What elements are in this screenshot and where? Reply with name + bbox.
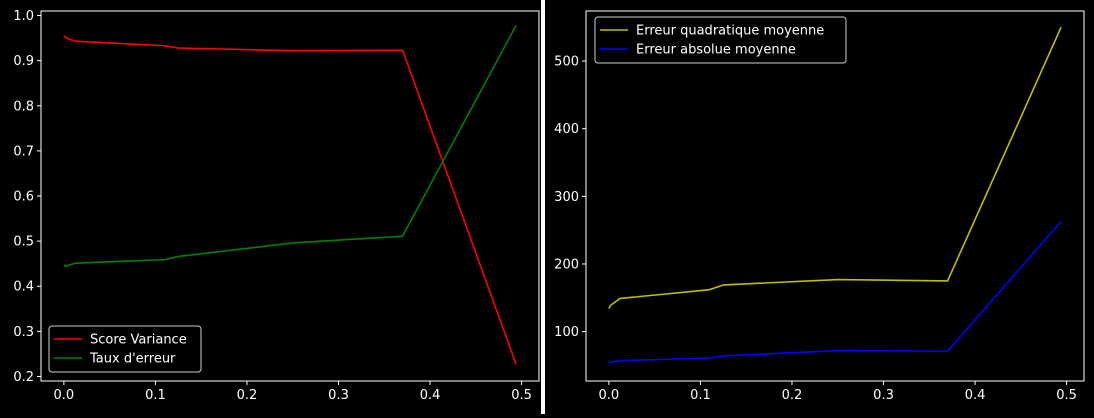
y-tick-label: 200 — [554, 257, 579, 272]
y-tick-label: 0.6 — [13, 190, 34, 205]
x-tick-label: 0.1 — [690, 388, 711, 403]
y-tick-label: 0.8 — [13, 99, 34, 114]
y-tick-label: 0.2 — [13, 370, 34, 385]
series-line-taux-d-erreur — [64, 25, 516, 266]
legend-label: Erreur quadratique moyenne — [636, 24, 824, 39]
x-tick-label: 0.2 — [237, 388, 258, 403]
y-tick-label: 100 — [554, 325, 579, 340]
legend-label: Score Variance — [90, 333, 187, 348]
y-tick-label: 0.4 — [13, 280, 34, 295]
legend-label: Erreur absolue moyenne — [636, 43, 796, 58]
series-line-erreur-quadratique-moyenne — [609, 27, 1061, 308]
x-tick-label: 0.0 — [54, 388, 75, 403]
x-tick-label: 0.3 — [328, 388, 349, 403]
x-tick-label: 0.1 — [145, 388, 166, 403]
legend-label: Taux d'erreur — [89, 352, 176, 367]
chart-right-panel: 0.0 0.1 0.2 0.3 0.4 0.5 100 200 300 400 500 Erreur … — [545, 0, 1094, 414]
y-tick-label: 300 — [554, 190, 579, 205]
y-tick-label: 0.3 — [13, 325, 34, 340]
y-tick-label: 400 — [554, 122, 579, 137]
series-line-erreur-absolue-moyenne — [609, 221, 1061, 362]
chart-left-panel: 0.0 0.1 0.2 0.3 0.4 0.5 0.2 0.3 0.4 0.5 0.6 0.7 0.8 0… — [0, 0, 545, 414]
legend: Score Variance Taux d'erreur — [49, 326, 201, 372]
plot-frame — [586, 11, 1084, 381]
y-tick-label: 0.9 — [13, 54, 34, 69]
x-tick-label: 0.4 — [965, 388, 986, 403]
x-tick-label: 0.4 — [420, 388, 441, 403]
chart-erreur-moyenne: 0.0 0.1 0.2 0.3 0.4 0.5 100 200 300 400 500 Erreur … — [545, 0, 1094, 414]
y-tick-label: 0.7 — [13, 144, 34, 159]
chart-score-variance-taux-erreur: 0.0 0.1 0.2 0.3 0.4 0.5 0.2 0.3 0.4 0.5 0.6 0.7 0.8 0… — [0, 0, 545, 414]
x-tick-label: 0.0 — [599, 388, 620, 403]
x-tick-label: 0.3 — [873, 388, 894, 403]
y-tick-label: 1.0 — [13, 9, 34, 24]
x-tick-label: 0.5 — [1056, 388, 1077, 403]
y-tick-label: 500 — [554, 55, 579, 70]
x-tick-label: 0.5 — [511, 388, 532, 403]
x-tick-label: 0.2 — [782, 388, 803, 403]
y-tick-label: 0.5 — [13, 235, 34, 250]
series-line-score-variance — [64, 36, 516, 364]
legend: Erreur quadratique moyenne Erreur absolue… — [595, 17, 846, 63]
